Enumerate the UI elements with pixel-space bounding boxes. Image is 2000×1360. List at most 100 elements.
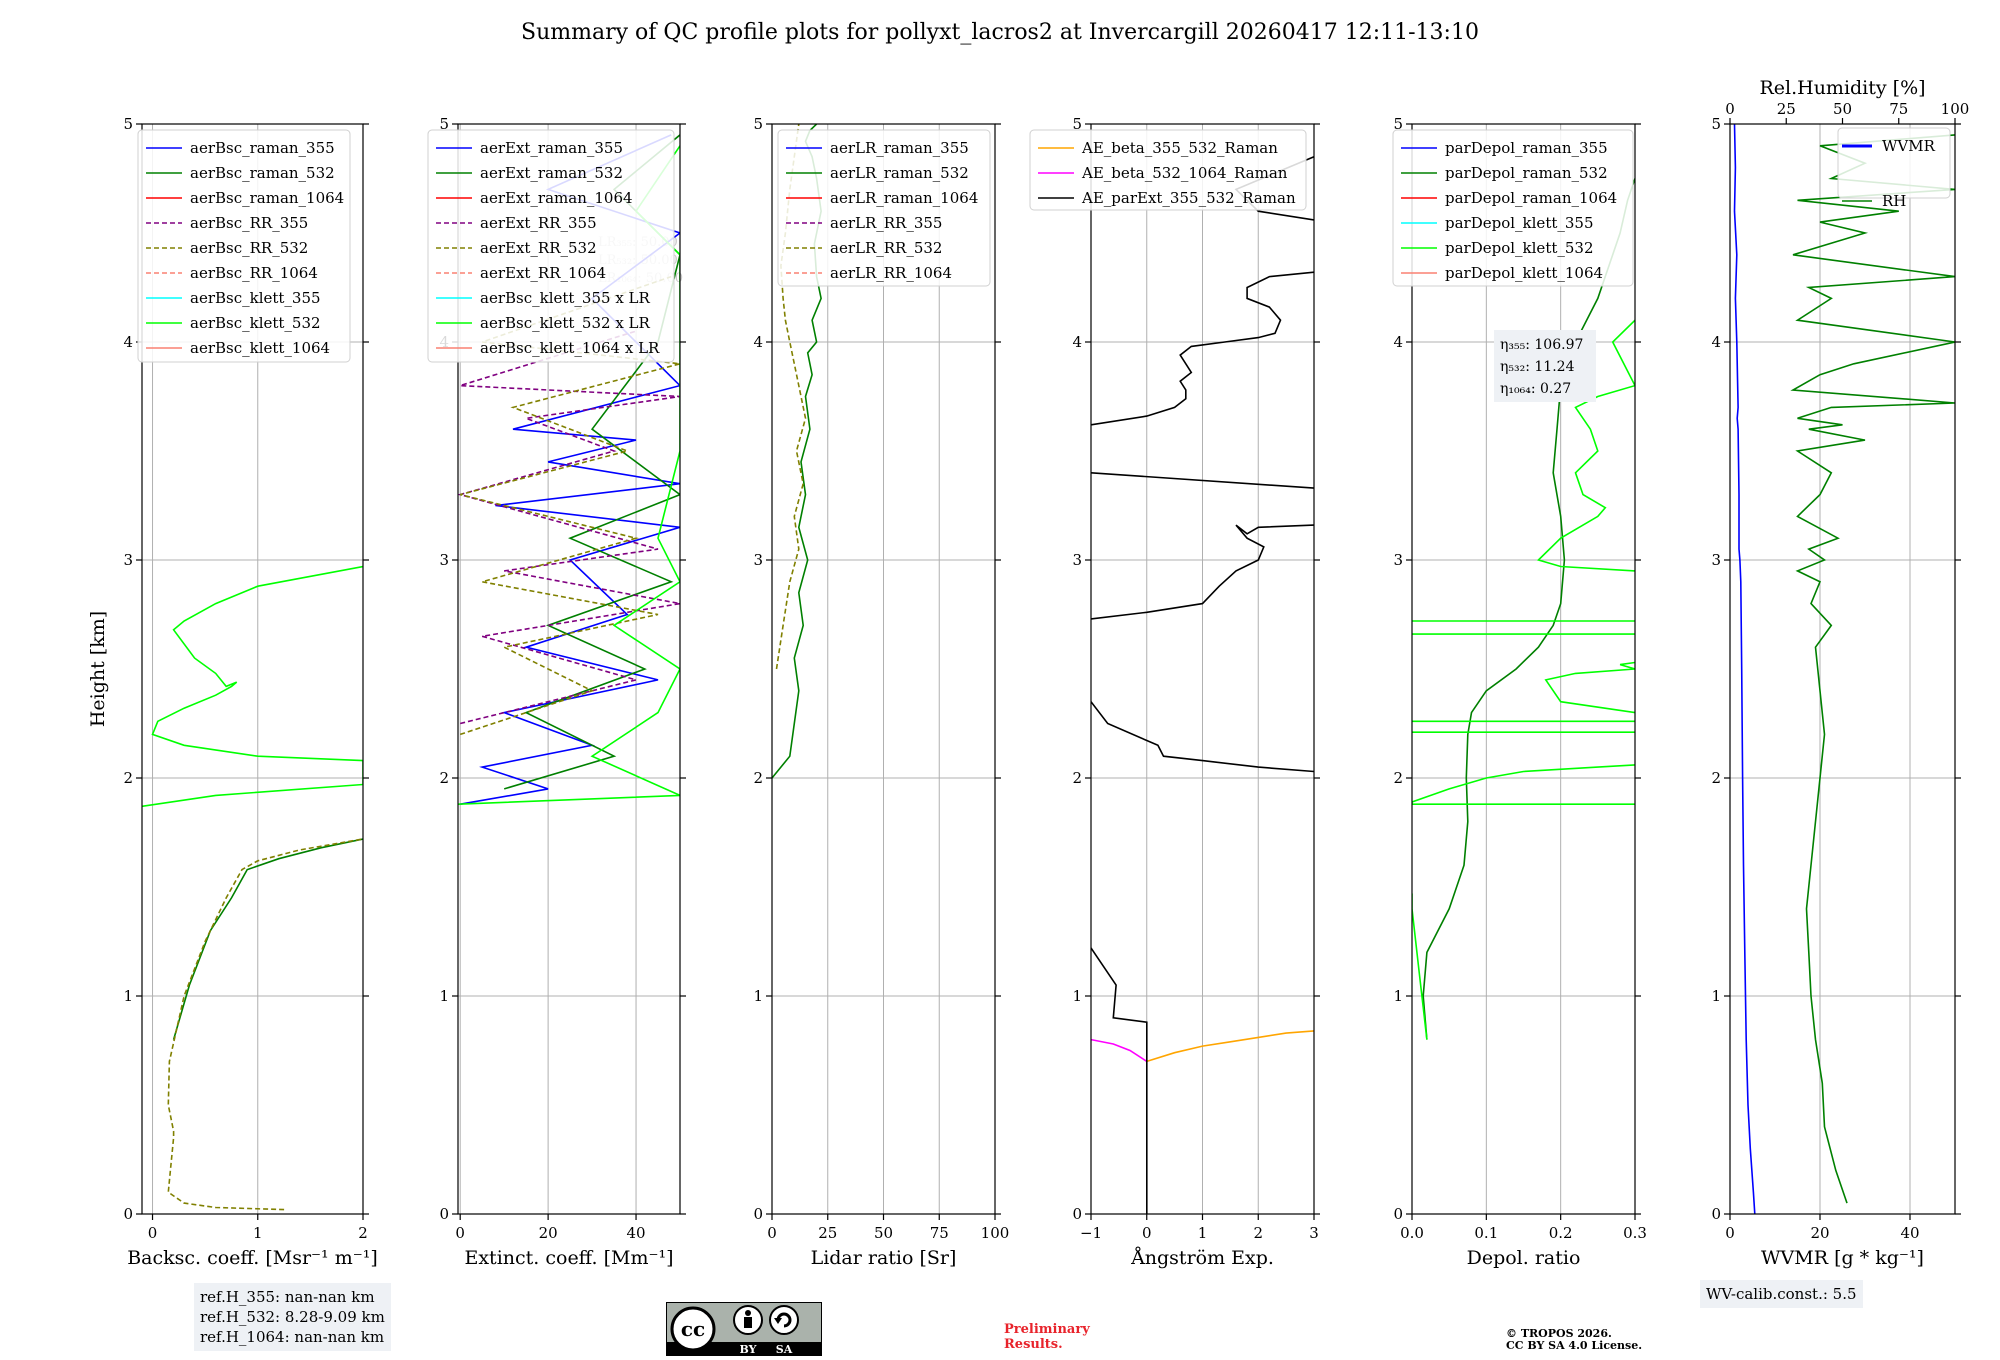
legend-label: parDepol_raman_1064: [1445, 189, 1617, 207]
eta-annotation-box: η₃₅₅: 106.97 η₅₃₂: 11.24 η₁₀₆₄: 0.27: [1494, 330, 1596, 402]
legend-label: AE_beta_355_532_Raman: [1081, 139, 1278, 157]
y-tick-label: 4: [1393, 333, 1403, 351]
y-tick-label: 5: [1711, 115, 1721, 133]
series-lines: [1733, 124, 1955, 1214]
y-tick-label: 0: [123, 1205, 133, 1223]
legend-label: aerLR_RR_532: [830, 239, 942, 257]
series-line-aerbsc-rr-532: [167, 838, 363, 1211]
x-tick-label: −1: [1080, 1224, 1102, 1242]
legend-label: parDepol_klett_1064: [1445, 264, 1603, 282]
y-tick-label: 1: [123, 987, 133, 1005]
legend-label: aerLR_raman_1064: [830, 189, 978, 207]
eta-annotation-bg: [1494, 330, 1596, 402]
top-x-tick-label: 75: [1889, 100, 1908, 118]
cc-by-sa-license-badge: cc BY SA: [666, 1302, 822, 1356]
legend-label: aerBsc_klett_532: [190, 314, 321, 332]
figure-title: Summary of QC profile plots for pollyxt_…: [521, 20, 1479, 45]
wv-calibration-constant: WV-calib.const.: 5.5: [1706, 1285, 1857, 1303]
series-line-aerext-rr-355: [458, 330, 680, 725]
legend-box: [137, 129, 351, 363]
legend-label: AE_parExt_355_532_Raman: [1081, 189, 1296, 207]
series-lines: [1412, 178, 1635, 1040]
top-x-tick-label: 0: [1725, 100, 1735, 118]
share-alike-icon: [769, 1305, 799, 1335]
badge-sa-label: SA: [776, 1343, 793, 1356]
cc-icon: [670, 1306, 716, 1352]
legend-box: [777, 129, 991, 287]
x-tick-label: 1: [253, 1224, 263, 1242]
x-tick-label: 20: [1810, 1224, 1829, 1242]
legend-label: aerLR_raman_355: [830, 139, 969, 157]
y-tick-label: 4: [123, 333, 133, 351]
top-x-tick-label: 100: [1941, 100, 1970, 118]
series-line-ae-parext-355-532-raman: [1091, 947, 1148, 1214]
legend-label: aerLR_RR_1064: [830, 264, 952, 282]
top-x-axis-label: Rel.Humidity [%]: [1759, 77, 1925, 99]
legend-label: parDepol_raman_355: [1445, 139, 1608, 157]
y-tick-label: 2: [1393, 769, 1403, 787]
legend-label: aerExt_RR_1064: [480, 264, 606, 282]
x-tick-label: 1: [1198, 1224, 1208, 1242]
legend: parDepol_raman_355 parDepol_raman_532 parD…: [1392, 129, 1634, 287]
reference-height-box: ref.H_355: nan-nan km ref.H_532: 8.28-9.…: [194, 1283, 391, 1351]
legend-label: aerBsc_RR_355: [190, 214, 308, 232]
eta-annotation: η₁₀₆₄: 0.27: [1500, 381, 1571, 397]
y-tick-label: 5: [1072, 115, 1082, 133]
wv-calibration-box: WV-calib.const.: 5.5: [1700, 1280, 1863, 1308]
x-tick-label: 0: [455, 1224, 465, 1242]
y-tick-label: 4: [753, 333, 763, 351]
legend-label: aerBsc_raman_355: [190, 139, 335, 157]
y-tick-label: 5: [1393, 115, 1403, 133]
y-tick-label: 3: [1711, 551, 1721, 569]
legend: aerBsc_raman_355 aerBsc_raman_532 aerBsc_r…: [137, 129, 351, 363]
legend-label: aerBsc_RR_532: [190, 239, 308, 257]
preliminary-line-2: Results.: [1004, 1337, 1063, 1352]
series-line-ae-parext-355-532-raman: [1091, 271, 1314, 426]
y-tick-label: 5: [439, 115, 449, 133]
profile-panel-1: 0 1 2 3 4 5 0 1 2 Backsc. coeff. [Msr⁻¹ m⁻¹] Heigh…: [87, 115, 378, 1269]
ref-height-355: ref.H_355: nan-nan km: [200, 1288, 375, 1306]
series-line-rh: [1790, 134, 1955, 1204]
eta-annotation: η₅₃₂: 11.24: [1500, 359, 1575, 375]
y-tick-label: 4: [1072, 333, 1082, 351]
legend-label: aerBsc_klett_1064: [190, 339, 330, 357]
preliminary-line-1: Preliminary: [1004, 1322, 1090, 1337]
x-tick-label: 0: [1725, 1224, 1735, 1242]
x-tick-label: 0: [148, 1224, 158, 1242]
x-axis-label: Extinct. coeff. [Mm⁻¹]: [464, 1247, 673, 1269]
legend-label: aerBsc_raman_532: [190, 164, 335, 182]
copyright-note: © TROPOS 2026. CC BY SA 4.0 License.: [1506, 1328, 1642, 1352]
legend-label: RH: [1882, 192, 1906, 210]
x-axis-label: Lidar ratio [Sr]: [811, 1247, 957, 1269]
x-tick-label: 40: [626, 1224, 645, 1242]
profile-panel-2: LR₃₅₅: 50.00LR₅₃₂: 50.00LR₁₀₆₄: 50.00012…: [427, 115, 686, 1269]
legend: aerExt_raman_355 aerExt_raman_532 aerExt_r…: [427, 129, 675, 363]
x-tick-label: 3: [1309, 1224, 1319, 1242]
y-tick-label: 1: [753, 987, 763, 1005]
eta-annotation: η₃₅₅: 106.97: [1500, 337, 1583, 353]
x-axis-label: WVMR [g * kg⁻¹]: [1761, 1247, 1924, 1269]
copyright-line-2: CC BY SA 4.0 License.: [1506, 1339, 1643, 1352]
x-tick-label: 50: [874, 1224, 893, 1242]
y-tick-label: 5: [753, 115, 763, 133]
legend-label: aerExt_raman_532: [480, 164, 623, 182]
series-line-pardepol-klett-532: [1412, 764, 1635, 806]
axes-frame: [1729, 123, 1956, 1215]
series-line-pardepol-klett-532: [1412, 893, 1428, 1040]
legend: WVMR RH: [1837, 127, 1951, 210]
legend-label: aerLR_raman_532: [830, 164, 969, 182]
series-line-aerext-rr-532: [459, 275, 680, 736]
y-tick-label: 4: [1711, 333, 1721, 351]
legend-label: aerExt_RR_355: [480, 214, 597, 232]
y-tick-label: 1: [1711, 987, 1721, 1005]
series-line-ae-parext-355-532-raman: [1091, 701, 1314, 773]
cc-icon-text: cc: [681, 1317, 705, 1341]
series-line-aerext-raman-532: [503, 134, 680, 790]
y-tick-label: 0: [753, 1205, 763, 1223]
axes-frame: [457, 123, 681, 1215]
series-lines: [1091, 155, 1314, 1214]
